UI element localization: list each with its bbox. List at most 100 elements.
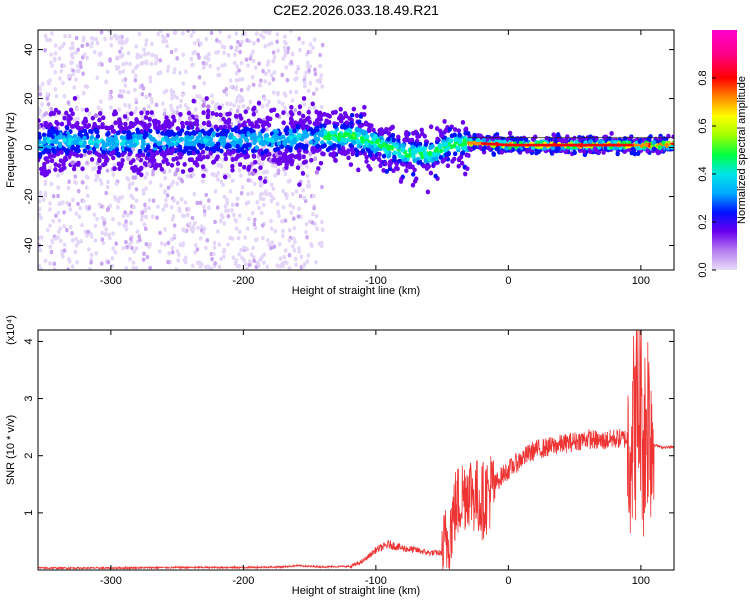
noise-point (216, 177, 220, 182)
noise-point (272, 70, 277, 75)
noise-point (134, 73, 138, 79)
noise-point (142, 251, 146, 257)
noise-point (190, 215, 195, 221)
noise-point (269, 226, 274, 231)
noise-point (196, 260, 200, 266)
noise-point (79, 64, 83, 70)
top-xtick-label: -300 (100, 275, 122, 287)
noise-point (85, 233, 89, 238)
noise-point (262, 96, 267, 102)
noise-point (200, 179, 205, 184)
band-point (378, 143, 384, 149)
band-point (318, 160, 324, 166)
band-point (97, 117, 102, 123)
band-point (235, 154, 241, 160)
noise-point (259, 78, 263, 83)
noise-point (305, 164, 309, 169)
noise-point (56, 210, 61, 216)
band-point (100, 122, 105, 127)
band-point (153, 139, 158, 145)
noise-point (175, 181, 180, 186)
band-point (132, 142, 138, 148)
noise-point (246, 200, 251, 205)
band-point (407, 138, 413, 143)
noise-point (48, 78, 52, 83)
band-point (171, 114, 176, 120)
noise-point (38, 190, 43, 195)
noise-point (78, 205, 83, 211)
noise-point (95, 40, 100, 46)
noise-point (238, 49, 242, 55)
noise-point (157, 249, 162, 254)
band-point (356, 143, 361, 149)
band-point (463, 126, 469, 132)
noise-point (256, 154, 261, 159)
bottom-xtick-label: -100 (365, 575, 387, 587)
noise-point (262, 252, 267, 257)
band-point (510, 147, 516, 153)
noise-point (259, 210, 264, 216)
band-point (297, 156, 302, 161)
band-point (242, 120, 247, 126)
noise-point (296, 214, 301, 219)
noise-point (48, 261, 52, 266)
noise-point (240, 76, 245, 82)
band-point (155, 129, 160, 135)
noise-point (263, 79, 267, 84)
noise-point (83, 84, 88, 89)
noise-point (52, 58, 57, 63)
noise-point (70, 264, 75, 269)
band-point (198, 139, 204, 144)
noise-point (70, 41, 75, 46)
band-point (354, 113, 360, 118)
noise-point (158, 30, 163, 34)
noise-point (320, 227, 325, 232)
band-point (111, 141, 116, 147)
bottom-xtick-label: 100 (632, 575, 650, 587)
noise-point (141, 188, 146, 193)
noise-point (254, 31, 259, 36)
band-point (47, 132, 52, 138)
band-point (437, 144, 443, 150)
band-point (91, 146, 97, 152)
noise-point (97, 62, 101, 67)
noise-point (43, 179, 48, 185)
noise-point (244, 57, 249, 62)
band-point (373, 134, 378, 139)
band-point (234, 113, 239, 119)
noise-point (66, 100, 71, 105)
noise-point (234, 48, 238, 53)
band-point (141, 140, 146, 145)
band-point (636, 151, 641, 156)
band-point (349, 120, 354, 126)
noise-point (122, 89, 126, 94)
noise-point (53, 87, 58, 92)
noise-point (256, 38, 261, 43)
band-point (658, 135, 663, 141)
snr-layer (38, 330, 674, 570)
noise-point (167, 168, 172, 174)
noise-point (202, 226, 207, 231)
noise-point (281, 228, 285, 234)
noise-point (235, 64, 240, 69)
noise-point (228, 189, 233, 194)
noise-point (38, 109, 43, 114)
noise-point (312, 105, 317, 111)
noise-point (318, 52, 322, 58)
band-point (630, 146, 636, 152)
noise-point (158, 58, 163, 63)
noise-point (72, 85, 77, 90)
noise-point (48, 37, 52, 43)
band-point (428, 170, 434, 176)
band-point (127, 139, 132, 145)
band-point (82, 140, 87, 146)
band-point (38, 146, 43, 151)
noise-point (289, 30, 293, 33)
band-point (258, 140, 264, 146)
noise-point (117, 107, 122, 112)
noise-point (46, 228, 50, 233)
noise-point (244, 267, 249, 270)
noise-point (235, 202, 239, 207)
snr-series-line (38, 330, 674, 570)
